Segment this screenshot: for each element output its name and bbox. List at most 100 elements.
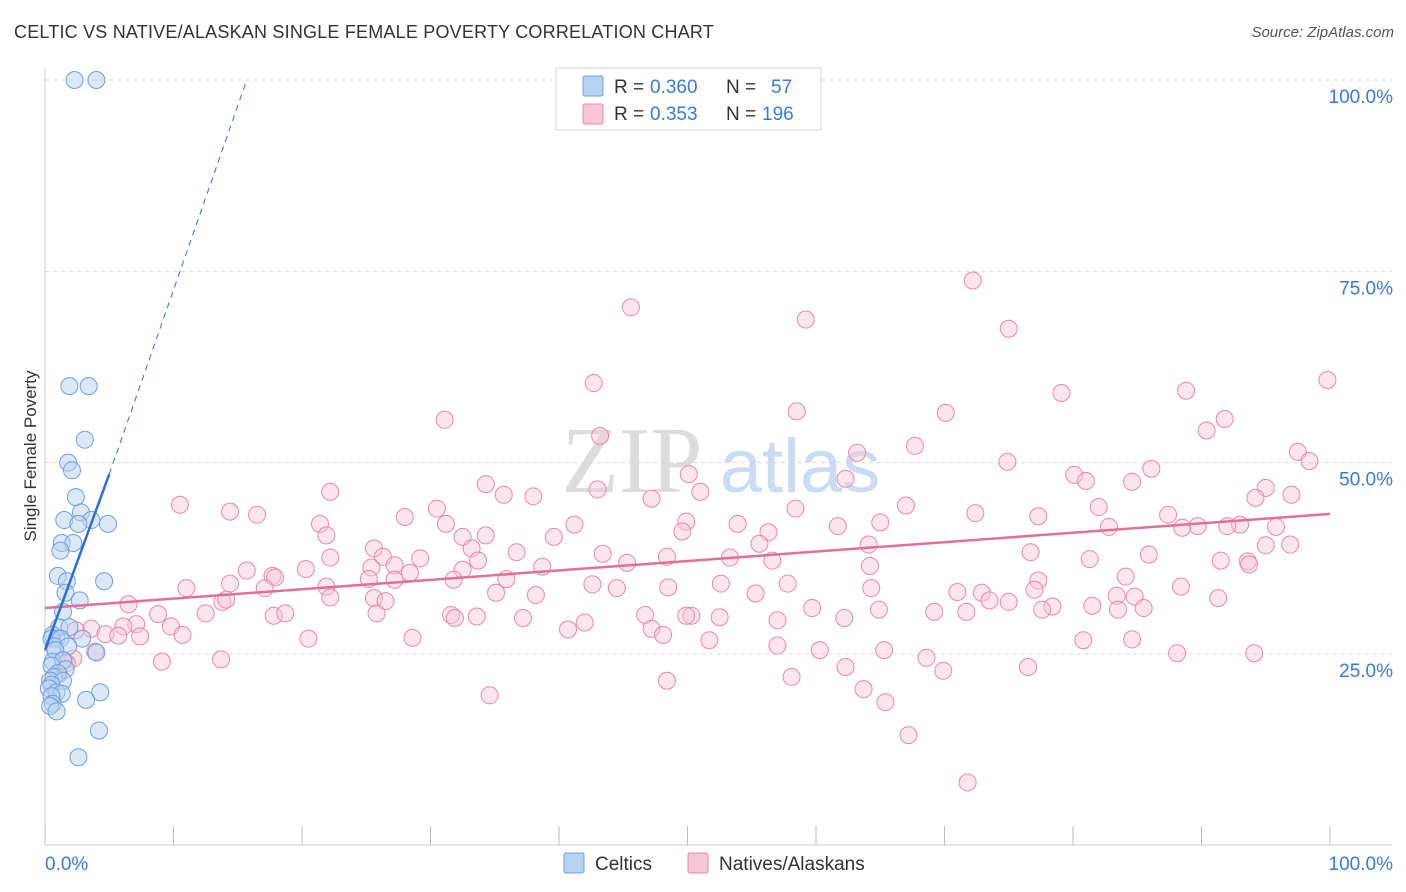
native-point — [119, 595, 138, 614]
y-tick-label: 50.0% — [1339, 470, 1393, 491]
bottom-legend-swatch-natives — [687, 852, 709, 874]
native-point — [934, 661, 953, 680]
native-point — [362, 558, 381, 577]
native-point — [196, 604, 215, 623]
native-point — [1108, 600, 1127, 619]
celtic-point — [69, 748, 88, 767]
native-point — [711, 574, 730, 593]
legend-swatch-natives — [582, 103, 604, 125]
native-point — [403, 628, 422, 647]
native-point — [679, 465, 698, 484]
native-point — [691, 482, 710, 501]
native-point — [710, 608, 729, 627]
native-point — [264, 606, 283, 625]
native-point — [1173, 518, 1192, 537]
native-point — [1021, 543, 1040, 562]
native-point — [1089, 498, 1108, 517]
native-point — [1025, 580, 1044, 599]
native-point — [972, 583, 991, 602]
native-point — [948, 582, 967, 601]
native-point — [862, 579, 881, 598]
native-point — [1177, 381, 1196, 400]
native-point — [642, 619, 661, 638]
native-point — [917, 648, 936, 667]
native-point — [1029, 507, 1048, 526]
legend-r-value-natives: 0.353 — [650, 104, 698, 125]
native-point — [768, 636, 787, 655]
native-point — [899, 726, 918, 745]
celtic-point — [60, 377, 79, 396]
native-point — [869, 600, 888, 619]
native-point — [1123, 472, 1142, 491]
native-point — [925, 602, 944, 621]
native-point — [803, 599, 822, 618]
native-point — [1099, 517, 1118, 536]
native-point — [1080, 550, 1099, 569]
native-point — [565, 515, 584, 534]
native-point — [1052, 384, 1071, 403]
native-point — [321, 588, 340, 607]
celtic-point — [87, 71, 106, 89]
native-point — [836, 469, 855, 488]
y-axis-label: Single Female Poverty — [21, 370, 40, 542]
native-point — [1116, 567, 1135, 586]
native-point — [1197, 421, 1216, 440]
native-point — [835, 609, 854, 628]
native-point — [1238, 552, 1257, 571]
native-point — [173, 625, 192, 644]
native-point — [1139, 545, 1158, 564]
native-point — [786, 499, 805, 518]
native-point — [1211, 551, 1230, 570]
celtic-point — [75, 430, 94, 449]
native-point — [435, 410, 454, 429]
native-point — [1142, 459, 1161, 478]
native-point — [980, 591, 999, 610]
tick-labels: 25.0% 50.0% 75.0% 100.0% 0.0% 100.0% — [45, 87, 1393, 875]
legend-r-label-celtics: R = — [614, 77, 644, 98]
native-point — [400, 563, 419, 582]
native-point — [1029, 571, 1048, 590]
native-point — [221, 574, 240, 593]
native-point — [677, 512, 696, 531]
native-point — [682, 606, 701, 625]
axes — [44, 68, 1392, 846]
native-point — [1107, 586, 1126, 605]
native-point — [1282, 485, 1301, 504]
native-point — [876, 693, 895, 712]
native-point — [854, 680, 873, 699]
native-point — [476, 526, 495, 545]
native-point — [657, 671, 676, 690]
celtic-point — [87, 643, 106, 662]
native-point — [1245, 644, 1264, 663]
natives-trend-line — [44, 512, 1331, 610]
native-point — [1246, 488, 1265, 507]
native-point — [109, 626, 128, 645]
native-point — [385, 556, 404, 575]
native-point — [212, 650, 231, 669]
native-point — [321, 548, 340, 567]
watermark: ZIP atlas — [562, 409, 881, 513]
native-point — [221, 502, 240, 521]
native-point — [367, 604, 386, 623]
native-point — [859, 535, 878, 554]
celtics-trend-line — [43, 473, 111, 651]
native-point — [395, 507, 414, 526]
native-point — [296, 560, 315, 579]
native-point — [836, 657, 855, 676]
native-point — [659, 578, 678, 597]
legend-r-value-celtics: 0.360 — [650, 77, 698, 98]
native-point — [1215, 410, 1234, 429]
native-point — [480, 686, 499, 705]
native-point — [317, 526, 336, 545]
legend-n-value-natives: 196 — [762, 104, 794, 125]
native-point — [575, 613, 594, 632]
native-point — [526, 586, 545, 605]
native-point — [276, 604, 295, 623]
source-label: Source: ZipAtlas.com — [1251, 24, 1394, 41]
native-point — [583, 575, 602, 594]
watermark-zip: ZIP — [562, 409, 703, 513]
native-point — [170, 495, 189, 514]
native-point — [728, 514, 747, 533]
native-point — [750, 534, 769, 553]
